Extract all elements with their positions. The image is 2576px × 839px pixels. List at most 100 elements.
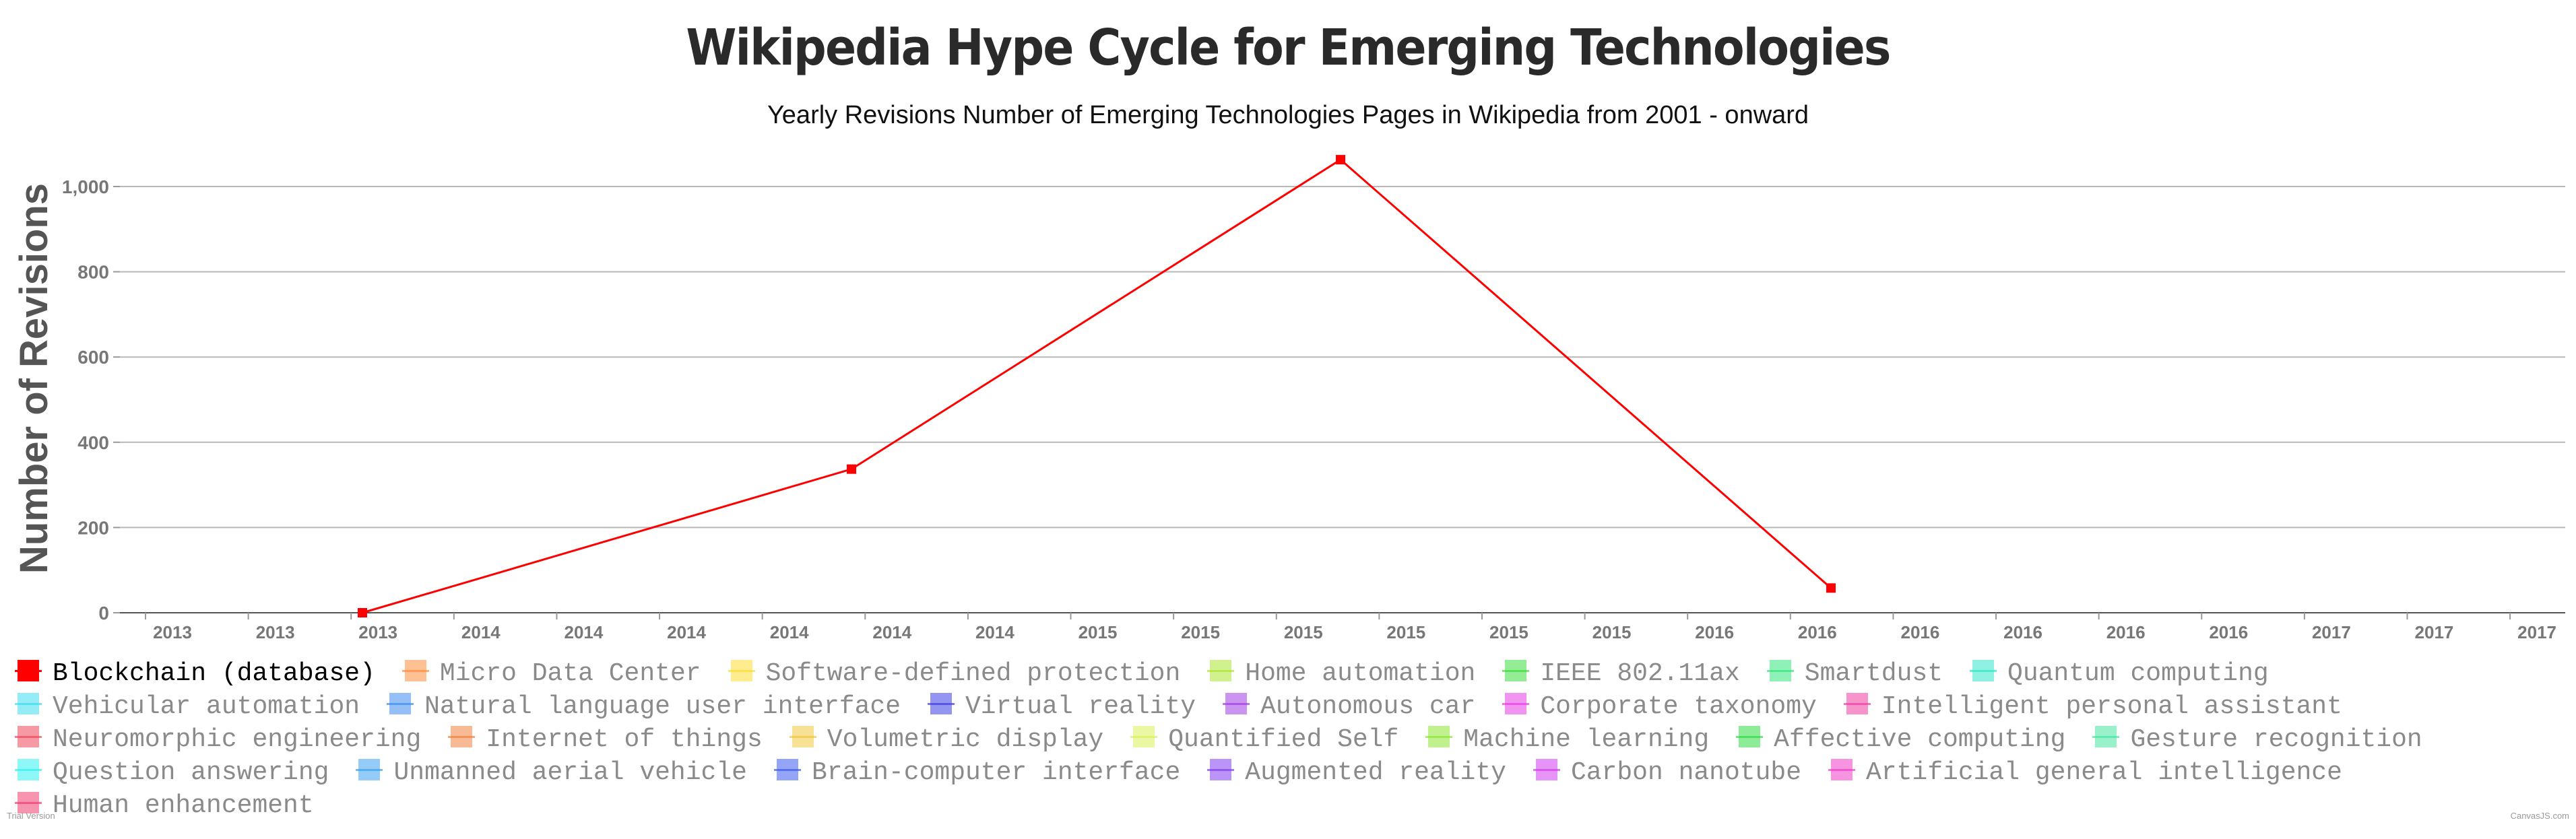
x-tick-label: 2014 (770, 622, 809, 642)
legend-marker-icon (387, 690, 414, 717)
x-tick-label: 2014 (975, 622, 1015, 642)
data-point[interactable] (1336, 155, 1346, 165)
legend-label: Intelligent personal assistant (1881, 692, 2342, 721)
legend-label: Micro Data Center (439, 659, 701, 688)
legend-label: Question answering (53, 758, 329, 787)
legend-label: Carbon nanotube (1570, 758, 1801, 787)
chart-subtitle: Yearly Revisions Number of Emerging Tech… (767, 101, 1809, 129)
credit-link[interactable]: CanvasJS.com (2510, 811, 2569, 821)
legend-item[interactable]: Brain-computer interface (773, 756, 1180, 789)
legend-item[interactable]: Artificial general intelligence (1828, 756, 2342, 789)
x-tick-label: 2017 (2415, 622, 2454, 642)
y-axis: 0 200 400 600 800 1,000 (62, 176, 120, 624)
legend-marker-icon (15, 789, 42, 816)
y-tick-label: 1,000 (62, 176, 109, 197)
legend-item[interactable]: Volumetric display (789, 723, 1104, 756)
legend-label: Home automation (1245, 659, 1476, 688)
y-tick-label: 600 (77, 347, 109, 368)
legend-marker-icon (15, 690, 42, 717)
legend-marker-icon (448, 723, 476, 750)
x-tick-label: 2013 (256, 622, 295, 642)
legend-item[interactable]: Blockchain (database) (15, 657, 375, 690)
legend-item[interactable]: Unmanned aerial vehicle (356, 756, 747, 789)
x-axis: 2013 2013 2013 2014 2014 2014 2014 2014 2014 2015… (120, 612, 2565, 642)
legend-label: Augmented reality (1245, 758, 1506, 787)
x-tick-label: 2013 (153, 622, 192, 642)
legend-label: Autonomous car (1260, 692, 1476, 721)
x-tick-label: 2016 (1900, 622, 1939, 642)
legend-item[interactable]: Carbon nanotube (1533, 756, 1801, 789)
legend-marker-icon (1970, 657, 1997, 684)
legend-item[interactable]: Affective computing (1736, 723, 2065, 756)
legend-item[interactable]: Neuromorphic engineering (15, 723, 421, 756)
legend-label: IEEE 802.11ax (1540, 659, 1740, 688)
series-line (362, 158, 1832, 614)
x-tick-label: 2016 (2106, 622, 2146, 642)
legend-marker-icon (1207, 657, 1235, 684)
legend-item[interactable]: Virtual reality (928, 690, 1196, 723)
legend-label: Volumetric display (827, 725, 1104, 754)
legend-marker-icon (15, 657, 42, 684)
x-tick-label: 2013 (358, 622, 397, 642)
legend-item[interactable]: Human enhancement (15, 789, 314, 822)
legend-label: Quantified Self (1168, 725, 1399, 754)
series-layer (358, 155, 1836, 617)
legend-item[interactable]: Vehicular automation (15, 690, 360, 723)
legend-item[interactable]: Internet of things (448, 723, 763, 756)
chart-legend: Blockchain (database) Micro Data Center So… (15, 657, 2561, 822)
legend-item[interactable]: IEEE 802.11ax (1502, 657, 1740, 690)
x-tick-label: 2015 (1489, 622, 1528, 642)
legend-label: Vehicular automation (53, 692, 360, 721)
x-tick-label: 2015 (1284, 622, 1323, 642)
legend-marker-icon (401, 657, 429, 684)
legend-marker-icon (928, 690, 955, 717)
legend-item[interactable]: Gesture recognition (2092, 723, 2422, 756)
legend-label: Virtual reality (965, 692, 1196, 721)
chart-title: Wikipedia Hype Cycle for Emerging Techno… (686, 19, 1891, 77)
legend-marker-icon (1843, 690, 1871, 717)
legend-marker-icon (1130, 723, 1158, 750)
legend-item[interactable]: Quantum computing (1970, 657, 2269, 690)
legend-item[interactable]: Natural language user interface (387, 690, 901, 723)
legend-label: Gesture recognition (2130, 725, 2422, 754)
x-tick-label: 2016 (1695, 622, 1734, 642)
legend-item[interactable]: Question answering (15, 756, 329, 789)
legend-label: Smartdust (1804, 659, 1943, 688)
data-point[interactable] (358, 608, 368, 617)
legend-marker-icon (1828, 756, 1855, 783)
legend-label: Software-defined protection (765, 659, 1181, 688)
legend-marker-icon (773, 756, 801, 783)
legend-item[interactable]: Quantified Self (1130, 723, 1398, 756)
legend-marker-icon (2092, 723, 2120, 750)
data-point[interactable] (847, 464, 857, 474)
legend-label: Human enhancement (53, 791, 314, 820)
legend-item[interactable]: Intelligent personal assistant (1843, 690, 2342, 723)
legend-marker-icon (356, 756, 383, 783)
x-tick-label: 2016 (1798, 622, 1837, 642)
legend-label: Natural language user interface (424, 692, 901, 721)
legend-item[interactable]: Micro Data Center (401, 657, 701, 690)
x-tick-label: 2014 (872, 622, 911, 642)
legend-item[interactable]: Corporate taxonomy (1502, 690, 1817, 723)
legend-marker-icon (1736, 723, 1764, 750)
legend-item[interactable]: Home automation (1207, 657, 1475, 690)
legend-item[interactable]: Augmented reality (1207, 756, 1506, 789)
legend-marker-icon (15, 756, 42, 783)
x-tick-label: 2014 (667, 622, 706, 642)
data-point[interactable] (1826, 583, 1836, 593)
legend-marker-icon (15, 723, 42, 750)
y-tick-label: 400 (77, 432, 109, 453)
x-tick-label: 2015 (1386, 622, 1425, 642)
legend-item[interactable]: Machine learning (1425, 723, 1709, 756)
legend-label: Blockchain (database) (53, 659, 375, 688)
legend-item[interactable]: Smartdust (1766, 657, 1943, 690)
y-axis-label: Number of Revisions (12, 183, 56, 574)
legend-item[interactable]: Autonomous car (1223, 690, 1475, 723)
legend-label: Quantum computing (2007, 659, 2269, 688)
x-tick-label: 2014 (565, 622, 604, 642)
legend-marker-icon (1502, 690, 1530, 717)
legend-marker-icon (1502, 657, 1530, 684)
legend-item[interactable]: Software-defined protection (728, 657, 1181, 690)
x-tick-label: 2017 (2312, 622, 2351, 642)
